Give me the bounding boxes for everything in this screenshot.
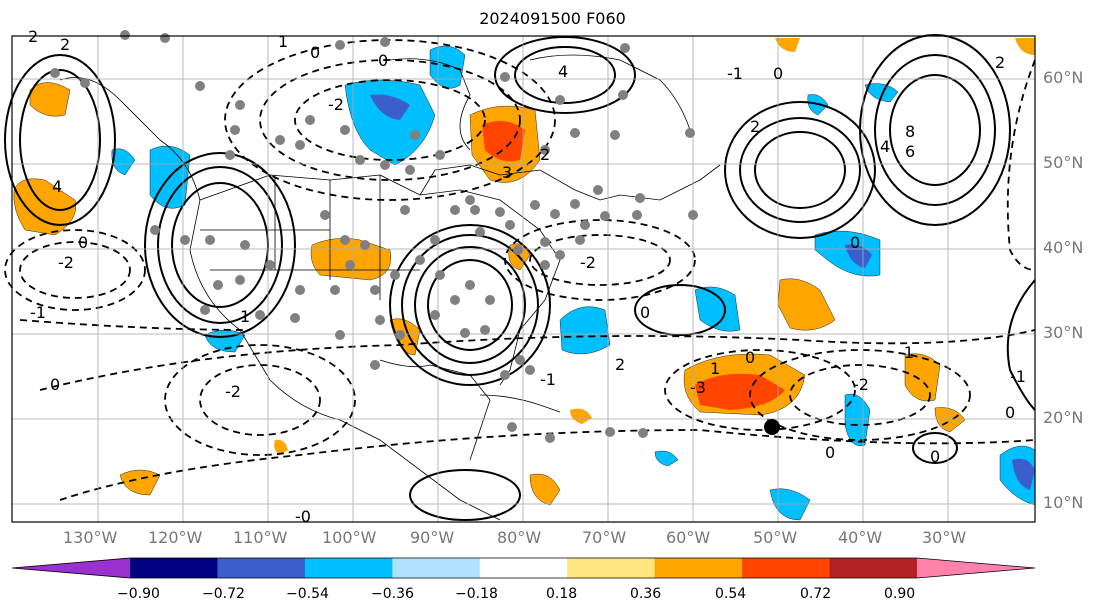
contour-label: 0 (850, 233, 860, 252)
lon-label: 80°W (497, 528, 542, 547)
contour-label: 4 (52, 177, 62, 196)
contour-label: 6 (905, 142, 915, 161)
contour-label: 4 (558, 62, 568, 81)
contour-label: 4 (880, 137, 890, 156)
contour-label: 1 (278, 32, 288, 51)
colorbar-segment (217, 558, 306, 578)
contour-label: 8 (905, 122, 915, 141)
lat-label: 10°N (1043, 493, 1084, 512)
contour-label: 0 (378, 51, 388, 70)
lon-label: 100°W (322, 528, 377, 547)
colorbar-label: 0.36 (630, 586, 662, 602)
lon-label: 30°W (922, 528, 967, 547)
contour-label: 0 (310, 43, 320, 62)
contour-label: -0 (295, 507, 311, 526)
map-frame (11, 35, 1036, 523)
colorbar-label: −0.36 (371, 586, 414, 602)
colorbar-segment (479, 558, 568, 578)
contour-label: 1 (710, 359, 720, 378)
contour-label: 0 (50, 375, 60, 394)
contour-label: -1 (30, 303, 46, 322)
lon-label: 40°W (838, 528, 883, 547)
contour-label: -1 (540, 370, 556, 389)
lon-label: 110°W (233, 528, 288, 547)
colorbar-label: −0.18 (455, 586, 498, 602)
lon-label: 60°W (666, 528, 711, 547)
colorbar-segment (130, 558, 218, 578)
lon-label: 130°W (63, 528, 118, 547)
contour-label: 0 (640, 303, 650, 322)
colorbar-extend-high (917, 558, 1035, 578)
colorbar-segment (567, 558, 656, 578)
colorbar-label: −0.72 (202, 586, 245, 602)
contour-label: 0 (745, 348, 755, 367)
contour-label: 0 (773, 64, 783, 83)
colorbar-label: 0.18 (546, 586, 578, 602)
colorbar-label: 0.90 (884, 586, 916, 602)
contour-label: 0 (930, 447, 940, 466)
colorbar-segment (829, 558, 918, 578)
contour-label: 2 (60, 35, 70, 54)
contour-label: -3 (690, 378, 706, 397)
map-title: 2024091500 F060 (479, 9, 626, 28)
lon-label: 70°W (582, 528, 627, 547)
lon-label: 90°W (410, 528, 455, 547)
lon-label: 120°W (148, 528, 203, 547)
colorbar-label: 0.72 (800, 586, 832, 602)
colorbar-label: −0.54 (286, 586, 329, 602)
contour-label: -2 (225, 382, 241, 401)
contour-label: 0 (825, 443, 835, 462)
contour-label: 3 (502, 163, 512, 182)
colorbar-segment (742, 558, 831, 578)
colorbar (11, 557, 1036, 579)
lat-label: 20°N (1043, 408, 1084, 427)
contour-label: -2 (853, 375, 869, 394)
colorbar-label: −0.90 (117, 586, 160, 602)
contour-label: 2 (615, 355, 625, 374)
contour-label: -2 (58, 253, 74, 272)
lon-label: 50°W (753, 528, 798, 547)
colorbar-segment (304, 558, 393, 578)
colorbar-segment (392, 558, 481, 578)
lat-label: 50°N (1043, 153, 1084, 172)
lat-label: 40°N (1043, 238, 1084, 257)
colorbar-extend-low (12, 558, 130, 578)
contour-label-group: 2 2 1 0 0 4 -1 0 8 6 4 2 -2 2 3 4 -1 -2 … (28, 27, 1026, 526)
marker-dot (764, 419, 780, 435)
contour-label: -2 (580, 253, 596, 272)
station-dots (50, 30, 698, 443)
contour-label: 2 (540, 145, 550, 164)
colorbar-outline (11, 557, 1036, 579)
contour-label: 0 (1005, 403, 1015, 422)
contour-label: -1 (898, 343, 914, 362)
colorbar-segment (654, 558, 743, 578)
contour-label: -1 (1010, 367, 1026, 386)
contour-label: 1 (240, 307, 250, 326)
contour-label: 2 (750, 117, 760, 136)
graticule (12, 36, 1035, 522)
colorbar-label: 0.54 (715, 586, 747, 602)
lat-label: 60°N (1043, 68, 1084, 87)
lat-label: 30°N (1043, 323, 1084, 342)
dashed-contours (4, 39, 1036, 501)
contour-label: -2 (328, 95, 344, 114)
contour-label: -1 (727, 64, 743, 83)
contour-label: 2 (995, 53, 1005, 72)
contour-label: 0 (78, 233, 88, 252)
